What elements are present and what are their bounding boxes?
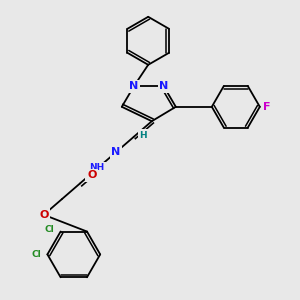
Text: Cl: Cl bbox=[45, 225, 55, 234]
Text: N: N bbox=[111, 147, 120, 158]
Text: O: O bbox=[87, 170, 97, 180]
Text: O: O bbox=[39, 210, 49, 220]
Text: N: N bbox=[159, 81, 168, 92]
Text: Cl: Cl bbox=[32, 250, 41, 259]
Text: NH: NH bbox=[89, 164, 104, 172]
Text: H: H bbox=[140, 131, 147, 140]
Text: F: F bbox=[263, 102, 271, 112]
Text: N: N bbox=[129, 81, 138, 92]
